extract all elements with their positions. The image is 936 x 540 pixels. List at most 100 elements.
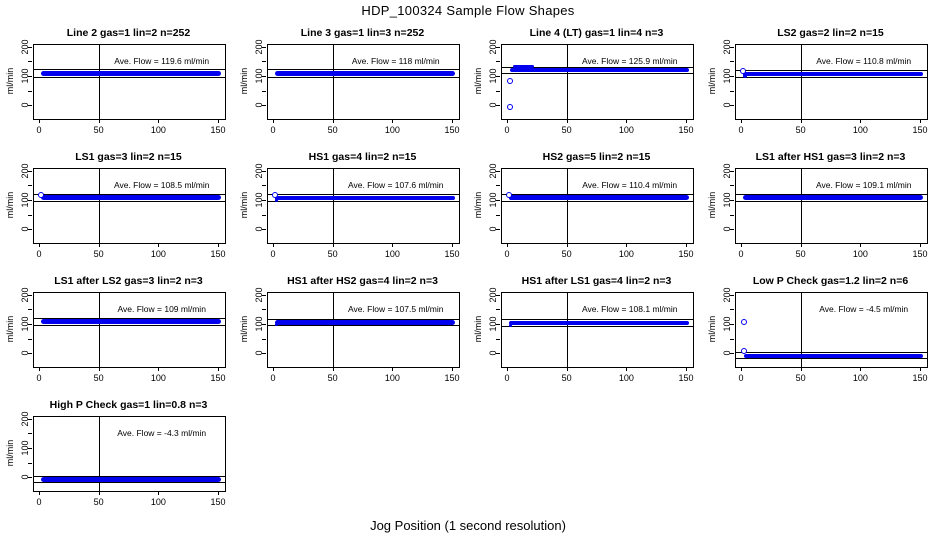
ave-flow-annotation: Ave. Flow = 119.6 ml/min bbox=[114, 55, 210, 66]
x-axis-tick bbox=[38, 491, 40, 495]
y-tick-label: 0 bbox=[722, 350, 732, 356]
y-axis-tick bbox=[262, 229, 266, 231]
y-tick-label: 0 bbox=[488, 226, 498, 232]
y-axis-tick bbox=[28, 477, 32, 479]
x-tick-label: 150 bbox=[210, 497, 226, 507]
y-tick-label: 100 bbox=[20, 68, 30, 84]
horizontal-ref-line bbox=[502, 325, 693, 327]
y-axis-tick bbox=[496, 170, 500, 172]
ave-flow-annotation: Ave. Flow = 110.8 ml/min bbox=[816, 55, 912, 66]
y-axis-tick bbox=[28, 105, 32, 107]
x-tick-label: 50 bbox=[561, 373, 572, 383]
horizontal-ref-line bbox=[34, 76, 225, 78]
y-axis-tick bbox=[496, 46, 500, 48]
y-tick-label: 200 bbox=[488, 39, 498, 55]
flow-panel: Line 4 (LT) gas=1 lin=4 n=3 Ave. Flow = 1… bbox=[468, 20, 702, 144]
y-axis-name: ml/min bbox=[239, 315, 249, 343]
vertical-ref-line bbox=[333, 169, 335, 243]
panel-title: HS2 gas=5 lin=2 n=15 bbox=[542, 151, 651, 163]
x-tick-label: 100 bbox=[384, 373, 400, 383]
x-tick-label: 0 bbox=[36, 125, 42, 135]
data-band bbox=[274, 320, 456, 325]
y-axis-tick bbox=[262, 76, 266, 77]
horizontal-ref-line bbox=[736, 352, 927, 354]
y-axis-minor-tick bbox=[496, 309, 500, 311]
x-tick-label: 0 bbox=[738, 373, 744, 383]
x-tick-label: 50 bbox=[795, 125, 806, 135]
y-axis-tick bbox=[28, 353, 32, 355]
horizontal-ref-line bbox=[34, 317, 225, 319]
data-cluster bbox=[742, 73, 747, 78]
x-tick-label: 0 bbox=[36, 497, 42, 507]
x-axis-tick bbox=[626, 367, 628, 371]
flow-panel: LS1 gas=3 lin=2 n=15 Ave. Flow = 108.5 ml… bbox=[0, 144, 234, 268]
x-axis-tick bbox=[506, 367, 508, 371]
y-axis-minor-tick bbox=[730, 90, 734, 92]
data-point bbox=[507, 103, 514, 110]
x-axis-tick bbox=[626, 243, 628, 247]
y-axis-name: ml/min bbox=[5, 315, 15, 343]
y-tick-label: 200 bbox=[254, 163, 264, 179]
horizontal-ref-line bbox=[502, 200, 693, 202]
y-axis-name: ml/min bbox=[707, 67, 717, 95]
y-tick-label: 200 bbox=[488, 163, 498, 179]
ave-flow-annotation: Ave. Flow = 125.9 ml/min bbox=[581, 55, 678, 66]
ave-flow-annotation: Ave. Flow = 118 ml/min bbox=[351, 55, 440, 66]
x-axis-tick bbox=[860, 119, 862, 123]
data-band bbox=[509, 67, 690, 73]
x-tick-label: 0 bbox=[36, 249, 42, 259]
y-tick-label: 100 bbox=[254, 192, 264, 208]
x-tick-label: 100 bbox=[150, 249, 166, 259]
y-axis-minor-tick bbox=[496, 90, 500, 92]
y-axis-tick bbox=[28, 46, 32, 48]
data-point bbox=[272, 192, 279, 199]
data-band bbox=[274, 195, 456, 201]
data-band bbox=[743, 353, 924, 358]
x-tick-label: 150 bbox=[678, 373, 694, 383]
y-axis-minor-tick bbox=[262, 61, 266, 63]
y-axis-minor-tick bbox=[28, 309, 32, 311]
flow-panel: Line 2 gas=1 lin=2 n=252 Ave. Flow = 119.… bbox=[0, 20, 234, 144]
y-axis-minor-tick bbox=[28, 338, 32, 340]
x-tick-label: 0 bbox=[270, 373, 276, 383]
x-tick-label: 50 bbox=[327, 125, 338, 135]
horizontal-ref-line bbox=[736, 193, 927, 195]
x-axis-tick bbox=[332, 119, 334, 123]
horizontal-ref-line bbox=[34, 475, 225, 477]
y-axis-tick bbox=[28, 418, 32, 420]
x-axis-tick bbox=[566, 243, 568, 247]
y-tick-label: 100 bbox=[20, 192, 30, 208]
y-axis-minor-tick bbox=[262, 185, 266, 187]
ave-flow-annotation: Ave. Flow = 110.4 ml/min bbox=[582, 179, 678, 190]
y-axis-name: ml/min bbox=[707, 315, 717, 343]
y-axis-tick bbox=[496, 294, 500, 296]
ave-flow-annotation: Ave. Flow = -4.3 ml/min bbox=[117, 427, 207, 438]
vertical-ref-line bbox=[99, 293, 101, 367]
y-axis-tick bbox=[262, 170, 266, 172]
x-tick-label: 0 bbox=[504, 373, 510, 383]
vertical-ref-line bbox=[99, 169, 101, 243]
y-tick-label: 100 bbox=[20, 440, 30, 456]
x-axis-tick bbox=[218, 243, 220, 247]
horizontal-ref-line bbox=[268, 69, 459, 71]
x-tick-label: 100 bbox=[852, 373, 868, 383]
y-axis-minor-tick bbox=[496, 61, 500, 63]
x-axis-tick bbox=[506, 243, 508, 247]
horizontal-ref-line bbox=[736, 357, 927, 359]
x-tick-label: 100 bbox=[384, 125, 400, 135]
data-band bbox=[743, 71, 924, 77]
horizontal-ref-line bbox=[34, 324, 225, 326]
x-axis-tick bbox=[686, 119, 688, 123]
x-tick-label: 100 bbox=[150, 497, 166, 507]
y-axis-tick bbox=[496, 353, 500, 355]
x-axis-tick bbox=[158, 119, 160, 123]
x-axis-tick bbox=[626, 119, 628, 123]
y-axis-tick bbox=[496, 229, 500, 231]
data-band bbox=[40, 195, 222, 200]
x-axis-tick bbox=[158, 491, 160, 495]
x-tick-label: 100 bbox=[150, 373, 166, 383]
data-band bbox=[509, 320, 690, 325]
panel-title: HS1 gas=4 lin=2 n=15 bbox=[308, 151, 417, 163]
y-axis-name: ml/min bbox=[473, 315, 483, 343]
horizontal-ref-line bbox=[502, 66, 693, 68]
